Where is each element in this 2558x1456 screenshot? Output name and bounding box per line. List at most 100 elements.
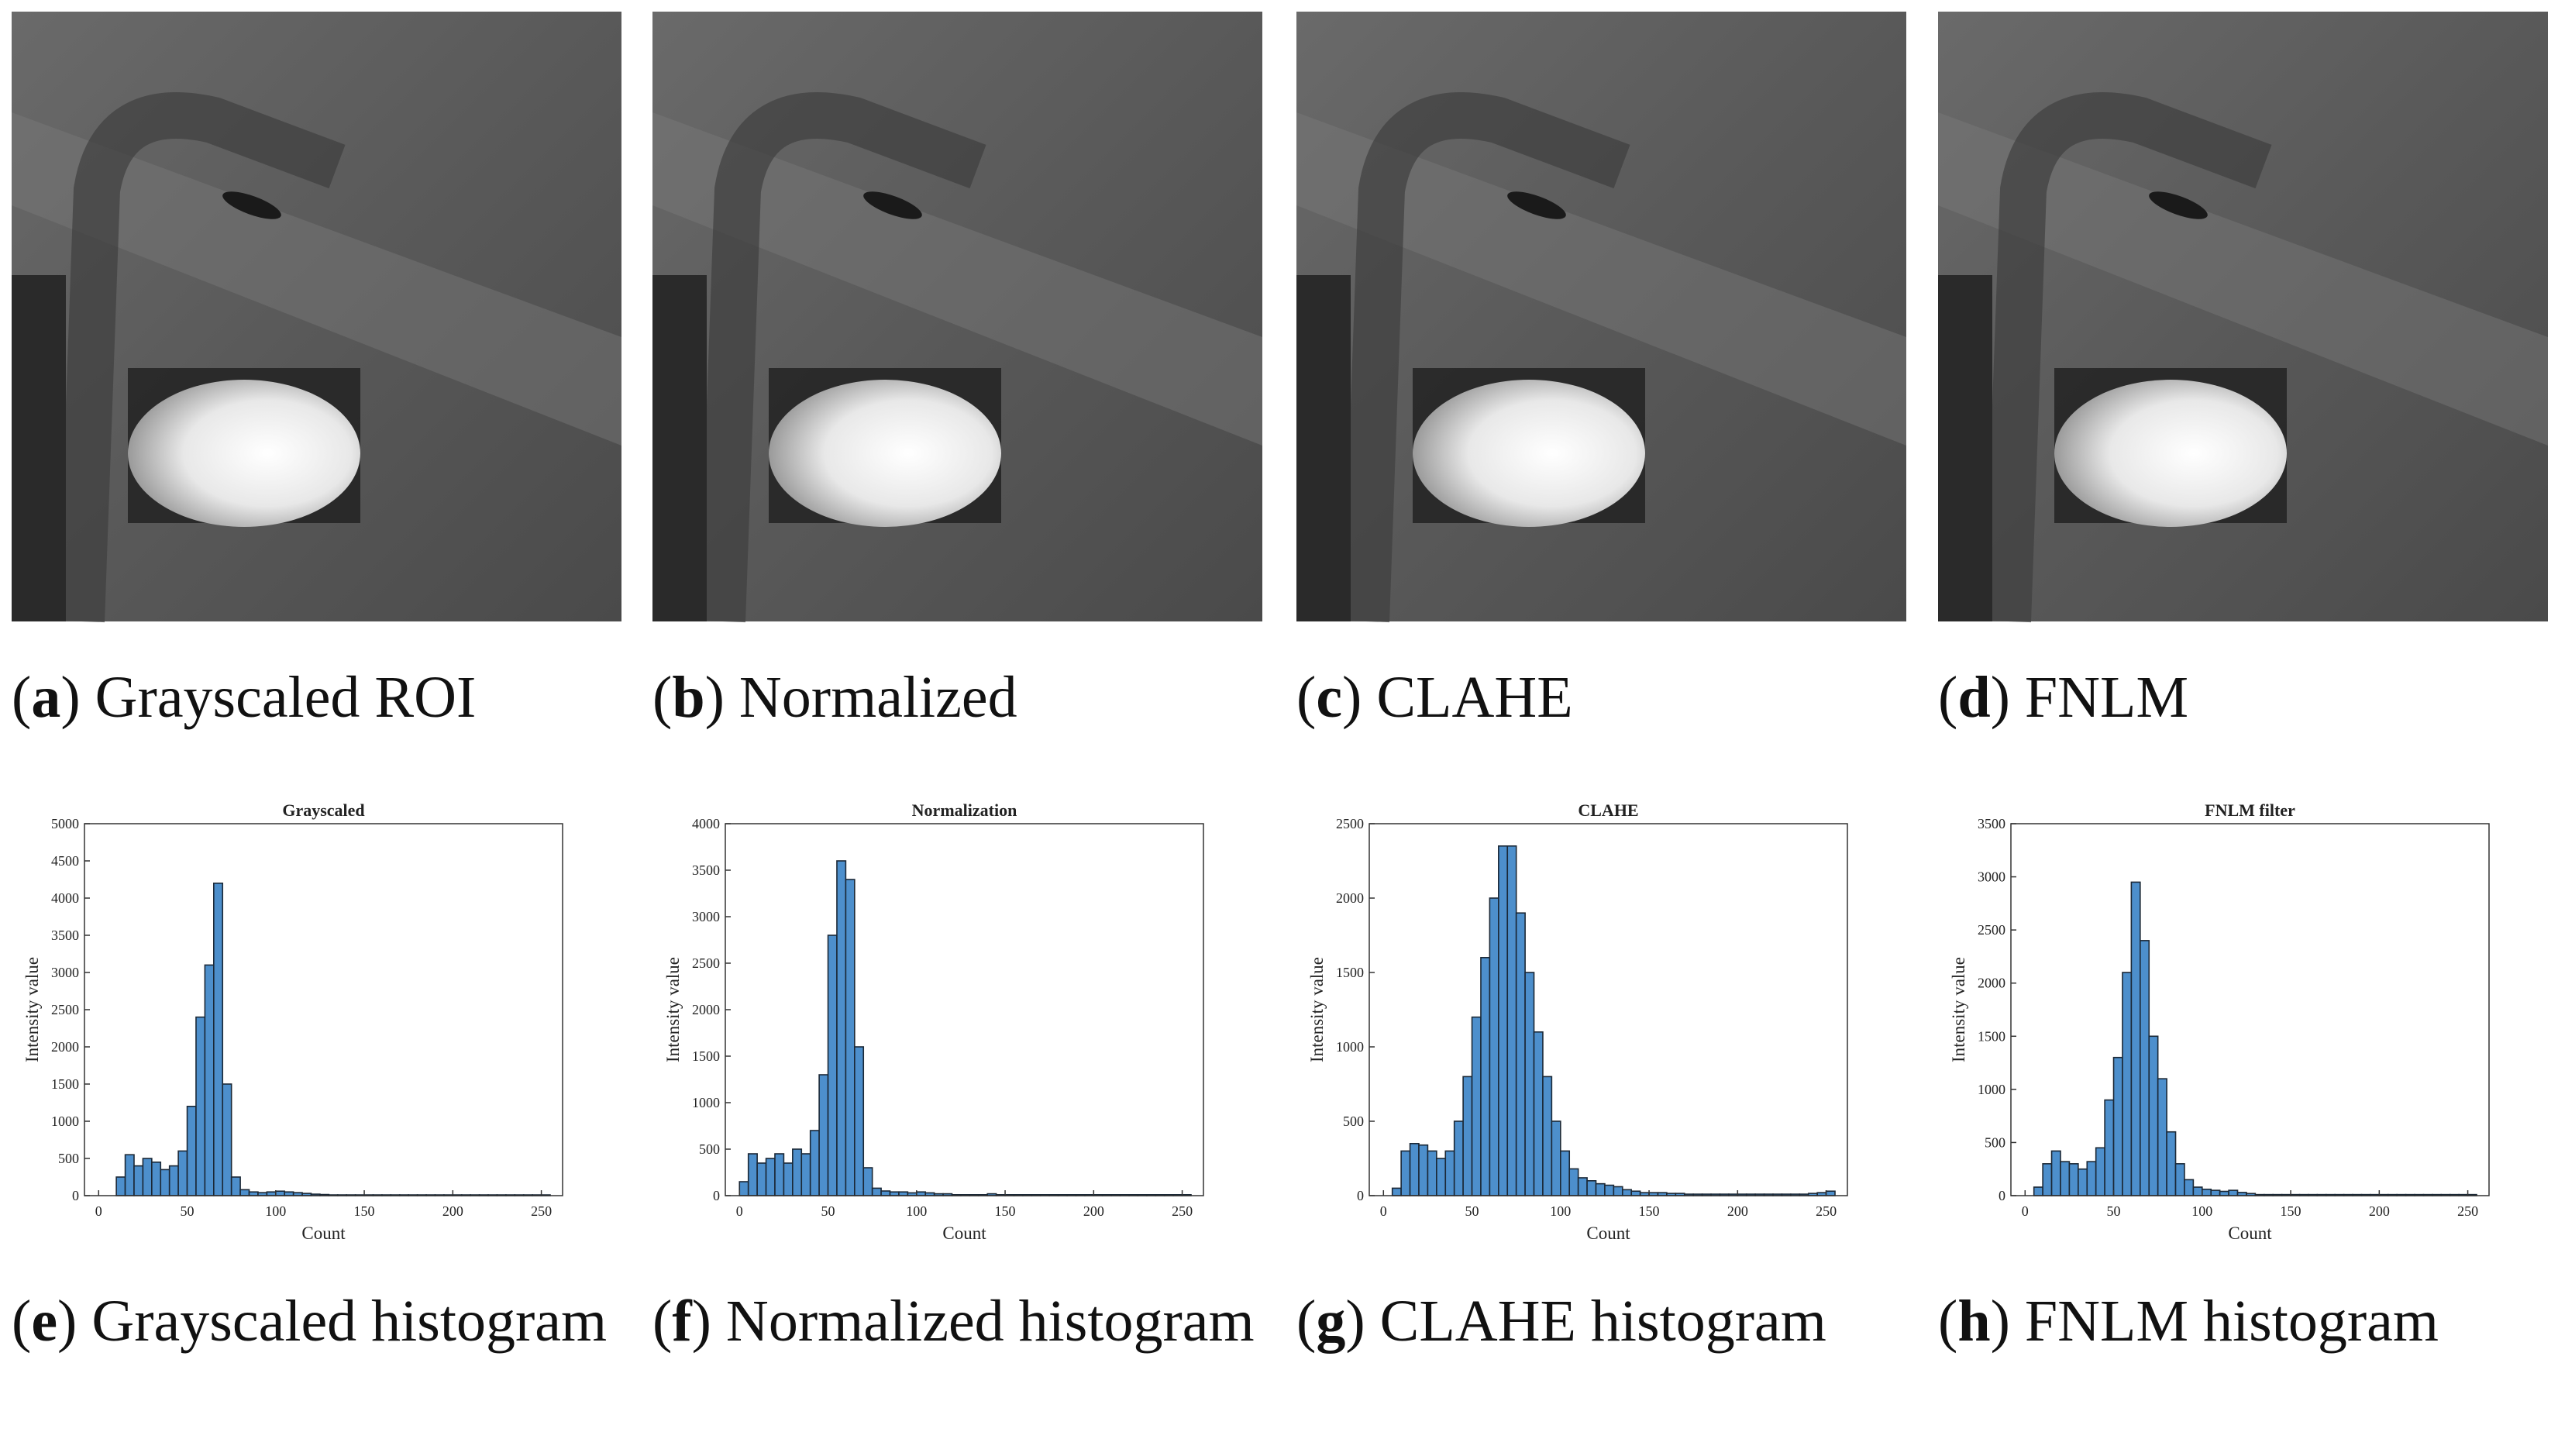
- hist-bar: [1542, 1076, 1553, 1196]
- y-tick-label: 4000: [692, 816, 720, 831]
- caption-text: ) FNLM histogram: [1990, 1289, 2439, 1354]
- hist-bar: [827, 935, 838, 1196]
- caption-text: (: [1938, 1289, 1958, 1354]
- x-tick-label: 0: [2022, 1203, 2029, 1219]
- photo-arch: [1985, 92, 2272, 623]
- x-tick-label: 200: [1083, 1203, 1104, 1219]
- y-tick-label: 2500: [692, 955, 720, 971]
- plot-frame: [2010, 823, 2490, 1196]
- hist-bar: [222, 1083, 232, 1196]
- caption-letter: f: [672, 1289, 692, 1354]
- hist-bar: [2086, 1161, 2097, 1196]
- caption: (h) FNLM histogram: [1938, 1279, 2550, 1364]
- photo-post: [1938, 275, 1992, 621]
- photo: [652, 12, 1262, 623]
- y-tick-label: 3000: [1978, 869, 2005, 885]
- y-tick-label: 1500: [1978, 1028, 2005, 1044]
- plot-frame: [1369, 823, 1848, 1196]
- hist-bar: [124, 1154, 135, 1196]
- y-tick-label: 1500: [692, 1048, 720, 1064]
- hist-bar: [2104, 1099, 2115, 1196]
- caption-letter: c: [1316, 665, 1343, 730]
- y-tick-label: 3500: [51, 928, 79, 943]
- photo-beam: [1296, 112, 1906, 446]
- y-tick-label: 2500: [1978, 922, 2005, 938]
- caption-text: ) CLAHE: [1342, 665, 1573, 730]
- x-tick-label: 150: [2281, 1203, 2302, 1219]
- hist-bar: [1568, 1168, 1579, 1196]
- hist-bar: [1577, 1177, 1588, 1196]
- hist-bar: [2033, 1186, 2043, 1196]
- photo-post: [652, 275, 707, 621]
- photo-notch: [2149, 191, 2208, 219]
- photo-beam: [1938, 112, 2548, 446]
- photo-notch: [222, 191, 281, 219]
- hist-bar: [854, 1046, 865, 1196]
- caption-text: (: [1296, 665, 1317, 730]
- y-tick-label: 2500: [1336, 816, 1364, 831]
- caption-text: ) Grayscaled ROI: [60, 665, 477, 730]
- y-tick-label: 1500: [51, 1076, 79, 1092]
- hist-bar: [213, 883, 224, 1196]
- hist-bar: [2228, 1189, 2239, 1196]
- caption-letter: a: [31, 665, 61, 730]
- caption-text: ) FNLM: [1990, 665, 2189, 730]
- x-axis-label: Count: [2228, 1224, 2272, 1243]
- y-axis-label: Intensity value: [1307, 957, 1327, 1062]
- hist-bar: [2174, 1163, 2185, 1196]
- y-axis-label: Intensity value: [663, 957, 683, 1062]
- y-tick-label: 5000: [51, 816, 79, 831]
- photo-post: [12, 275, 66, 621]
- hist-bar: [1453, 1120, 1464, 1196]
- photo-post: [1296, 275, 1351, 621]
- y-tick-label: 3500: [692, 862, 720, 878]
- hist-bar: [2184, 1179, 2195, 1196]
- hist-bar: [738, 1181, 749, 1196]
- hist-bar: [862, 1167, 873, 1196]
- hist-bar: [142, 1158, 153, 1196]
- y-tick-label: 0: [72, 1188, 79, 1203]
- hist-bar: [2148, 1035, 2159, 1196]
- y-tick-label: 2000: [1978, 976, 2005, 991]
- x-axis-label: Count: [301, 1224, 346, 1243]
- hist-bar: [2140, 940, 2150, 1196]
- hist-bar: [1400, 1150, 1411, 1196]
- hist-bar: [2219, 1190, 2229, 1196]
- y-tick-label: 1000: [1336, 1039, 1364, 1055]
- y-tick-label: 0: [1999, 1188, 2005, 1203]
- y-tick-label: 500: [58, 1151, 79, 1166]
- photo: [1296, 12, 1906, 623]
- hist-bar: [880, 1190, 891, 1196]
- photo-notch: [863, 191, 922, 219]
- hist-bar: [792, 1148, 803, 1196]
- y-tick-label: 500: [1343, 1114, 1364, 1129]
- hist-bar: [239, 1189, 250, 1196]
- hist-bar: [836, 860, 847, 1196]
- hist-bar: [2192, 1186, 2203, 1196]
- x-tick-label: 50: [1465, 1203, 1479, 1219]
- hist-bar: [1630, 1190, 1641, 1196]
- photo-hot: [1413, 380, 1645, 527]
- y-tick-label: 1000: [1978, 1082, 2005, 1097]
- x-tick-label: 150: [1639, 1203, 1660, 1219]
- hist-bar: [774, 1153, 785, 1196]
- x-tick-label: 50: [2107, 1203, 2121, 1219]
- x-axis-label: Count: [1586, 1224, 1630, 1243]
- hist-bar: [1436, 1158, 1447, 1196]
- x-tick-label: 100: [265, 1203, 286, 1219]
- hist-bar: [1489, 897, 1499, 1196]
- hist-bar: [2078, 1168, 2088, 1196]
- hist-bar: [1533, 1031, 1544, 1196]
- hist-bar: [1551, 1120, 1561, 1196]
- caption: (g) CLAHE histogram: [1296, 1279, 1909, 1364]
- x-tick-label: 250: [531, 1203, 552, 1219]
- y-tick-label: 1500: [1336, 965, 1364, 980]
- photo: [1938, 12, 2548, 623]
- caption-text: (: [1296, 1289, 1317, 1354]
- photo-hot: [769, 380, 1001, 527]
- hist-bar: [747, 1153, 758, 1196]
- y-tick-label: 2000: [51, 1039, 79, 1055]
- x-tick-label: 200: [1727, 1203, 1748, 1219]
- hist-bar: [1471, 1016, 1482, 1196]
